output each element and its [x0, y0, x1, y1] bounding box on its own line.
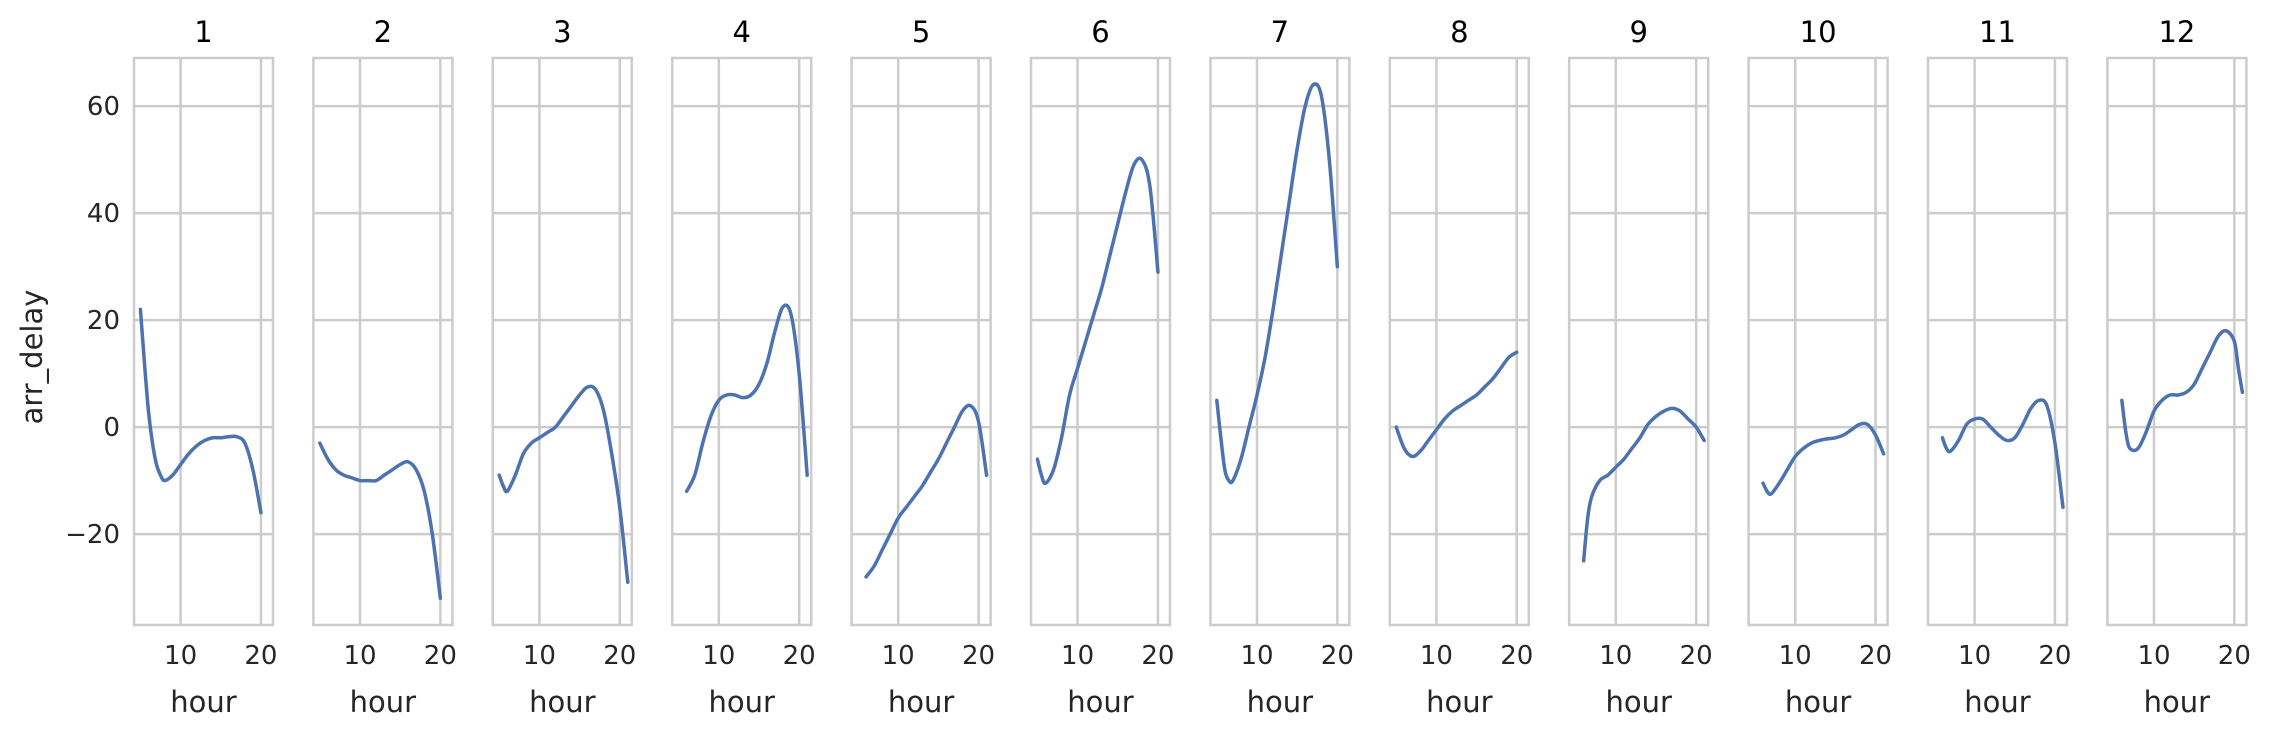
x-tick-label: 20: [424, 641, 457, 671]
x-tick-label: 10: [1958, 641, 1991, 671]
panel-title: 4: [732, 15, 750, 49]
panel-title: 3: [553, 15, 571, 49]
x-tick-label: 20: [2218, 641, 2251, 671]
panel-title: 9: [1629, 15, 1647, 49]
x-axis-label: hour: [1964, 685, 2031, 719]
x-axis-label: hour: [1605, 685, 1672, 719]
series-line: [1581, 406, 1706, 563]
y-tick-label: 40: [87, 199, 120, 229]
x-axis-label: hour: [350, 685, 417, 719]
panel-title: 12: [2158, 15, 2195, 49]
x-axis-label: hour: [888, 685, 955, 719]
series-line: [497, 384, 630, 584]
panel-title: 8: [1450, 15, 1468, 49]
series-line: [1394, 350, 1519, 459]
y-tick-label: 0: [103, 413, 120, 443]
series-line: [138, 307, 263, 515]
series-line: [2120, 328, 2245, 453]
x-axis-label: hour: [1426, 685, 1493, 719]
panel-4: 10 20 4 hour: [670, 15, 816, 719]
panel-frame: [1029, 56, 1172, 627]
panel-title: 6: [1091, 15, 1109, 49]
panel-7: 10 20 7 hour: [1209, 15, 1354, 719]
panel-6: 10 20 6 hour: [1029, 15, 1174, 719]
panel-frame: [1209, 56, 1351, 627]
x-axis-label: hour: [2144, 685, 2211, 719]
panel-frame: [670, 56, 813, 627]
panel-title: 5: [912, 15, 930, 49]
series-line: [1761, 421, 1886, 497]
x-axis-label: hour: [1067, 685, 1134, 719]
x-axis-label: hour: [170, 685, 237, 719]
panel-3: 10 20 3 hour: [491, 15, 636, 719]
x-tick-label: 20: [2038, 641, 2071, 671]
panel-9: 10 20 9 hour: [1567, 15, 1713, 719]
panel-8: 10 20 8 hour: [1388, 15, 1533, 719]
panel-frame: [1388, 56, 1531, 627]
y-tick-label: −20: [65, 520, 120, 550]
x-tick-label: 20: [962, 641, 995, 671]
x-tick-label: 10: [343, 641, 376, 671]
panel-frame: [2106, 56, 2248, 627]
panel-title: 11: [1979, 15, 2016, 49]
x-tick-label: 10: [2137, 641, 2170, 671]
x-tick-label: 10: [1420, 641, 1453, 671]
panel-frame: [1747, 56, 1889, 627]
x-tick-label: 10: [1779, 641, 1812, 671]
x-tick-label: 20: [1680, 641, 1713, 671]
series-line: [1035, 156, 1160, 486]
series-line: [1215, 82, 1340, 485]
panel-frame: [312, 56, 454, 627]
panel-title: 2: [374, 15, 392, 49]
panels: −20 0 20 40 60 10 20 1 hour 10 20 2 hour 10 20 3 hour 10 2…: [65, 15, 2251, 719]
x-tick-label: 10: [702, 641, 735, 671]
y-axis-label: arr_delay: [15, 290, 49, 425]
series-line: [864, 403, 989, 579]
x-axis-label: hour: [1247, 685, 1314, 719]
panel-1: −20 0 20 40 60 10 20 1 hour: [65, 15, 277, 719]
panel-11: 10 20 11 hour: [1926, 15, 2071, 719]
x-tick-label: 20: [1141, 641, 1174, 671]
series-line: [318, 441, 443, 600]
panel-frame: [1926, 56, 2069, 627]
panel-frame: [132, 56, 275, 627]
panel-5: 10 20 5 hour: [850, 15, 995, 719]
x-tick-label: 20: [783, 641, 816, 671]
x-tick-label: 10: [164, 641, 197, 671]
x-tick-label: 20: [1859, 641, 1892, 671]
x-tick-label: 20: [1500, 641, 1533, 671]
panel-title: 10: [1800, 15, 1837, 49]
x-tick-label: 10: [523, 641, 556, 671]
x-tick-label: 20: [1321, 641, 1354, 671]
x-tick-label: 10: [1599, 641, 1632, 671]
panel-10: 10 20 10 hour: [1747, 15, 1892, 719]
series-line: [684, 303, 809, 494]
panel-title: 1: [194, 15, 212, 49]
y-tick-label: 60: [87, 92, 120, 122]
x-tick-label: 10: [882, 641, 915, 671]
panel-12: 10 20 12 hour: [2106, 15, 2251, 719]
x-axis-label: hour: [1785, 685, 1852, 719]
x-tick-label: 10: [1061, 641, 1094, 671]
x-axis-label: hour: [529, 685, 596, 719]
y-tick-label: 20: [87, 306, 120, 336]
x-tick-label: 10: [1240, 641, 1273, 671]
panel-title: 7: [1271, 15, 1289, 49]
panel-frame: [1567, 56, 1710, 627]
panel-frame: [850, 56, 992, 627]
series-line: [1940, 398, 2065, 510]
x-axis-label: hour: [708, 685, 775, 719]
panel-frame: [491, 56, 634, 627]
x-tick-label: 20: [603, 641, 636, 671]
x-tick-label: 20: [244, 641, 277, 671]
panel-2: 10 20 2 hour: [312, 15, 457, 719]
